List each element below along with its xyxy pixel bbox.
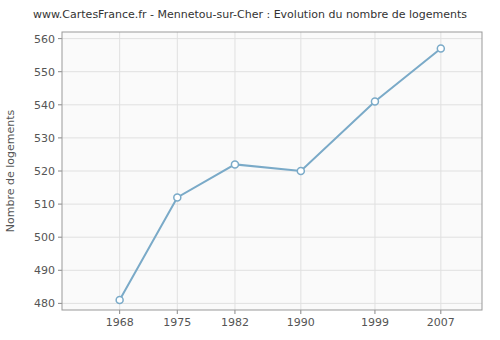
data-point [437, 45, 444, 52]
y-grid-line [62, 237, 482, 238]
y-grid-line [62, 270, 482, 271]
x-tick-label: 2007 [427, 316, 455, 329]
axes: 480 490 500 510 520 530 540 550 560 1968 1975 1982 1… [34, 33, 455, 329]
plot-frame [62, 32, 482, 310]
y-tick [58, 303, 62, 304]
y-tick-label: 480 [34, 297, 55, 310]
data-line [120, 49, 441, 301]
data-marks [116, 45, 444, 304]
x-grid-line [440, 32, 441, 310]
x-tick [234, 310, 235, 314]
y-grid-line [62, 171, 482, 172]
chart-svg: 480 490 500 510 520 530 540 550 560 1968 1975 1982 1… [0, 0, 500, 340]
y-grid-line [62, 204, 482, 205]
y-tick-label: 550 [34, 66, 55, 79]
x-tick-label: 1999 [361, 316, 389, 329]
x-tick [440, 310, 441, 314]
y-tick-label: 530 [34, 132, 55, 145]
chart-title: www.CartesFrance.fr - Mennetou-sur-Cher … [33, 8, 467, 21]
y-tick [58, 171, 62, 172]
grid [62, 32, 482, 310]
x-grid-line [234, 32, 235, 310]
x-tick [374, 310, 375, 314]
y-tick-label: 500 [34, 231, 55, 244]
x-grid-line [177, 32, 178, 310]
y-axis-label: Nombre de logements [4, 109, 17, 232]
y-grid-line [62, 104, 482, 105]
data-point [231, 161, 238, 168]
y-tick [58, 270, 62, 271]
y-grid-line [62, 303, 482, 304]
y-grid-line [62, 38, 482, 39]
plot-background [62, 32, 482, 310]
data-point [174, 194, 181, 201]
y-tick [58, 237, 62, 238]
y-tick-label: 540 [34, 99, 55, 112]
y-tick [58, 104, 62, 105]
y-tick-label: 490 [34, 264, 55, 277]
x-tick-label: 1975 [163, 316, 191, 329]
y-tick-label: 520 [34, 165, 55, 178]
x-grid-line [119, 32, 120, 310]
y-tick-label: 510 [34, 198, 55, 211]
x-tick-label: 1968 [106, 316, 134, 329]
y-grid-line [62, 137, 482, 138]
y-tick [58, 137, 62, 138]
data-point [116, 297, 123, 304]
y-tick [58, 204, 62, 205]
y-tick-label: 560 [34, 33, 55, 46]
x-tick [300, 310, 301, 314]
y-tick [58, 38, 62, 39]
x-grid-line [374, 32, 375, 310]
data-point [371, 98, 378, 105]
x-tick-label: 1990 [287, 316, 315, 329]
x-tick [119, 310, 120, 314]
x-tick [177, 310, 178, 314]
data-point [297, 168, 304, 175]
y-grid-line [62, 71, 482, 72]
chart-container: 480 490 500 510 520 530 540 550 560 1968 1975 1982 1… [0, 0, 500, 340]
x-tick-label: 1982 [221, 316, 249, 329]
y-tick [58, 71, 62, 72]
